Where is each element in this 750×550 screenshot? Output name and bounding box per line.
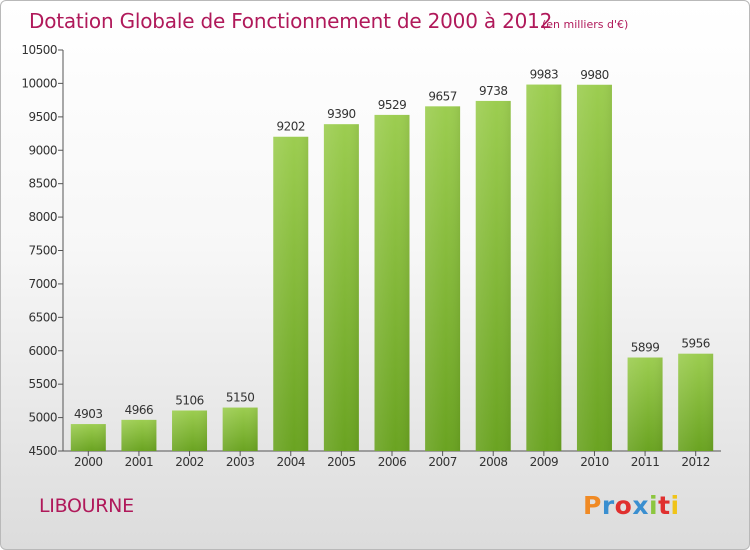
value-label-2006: 9529 [378, 98, 407, 112]
y-tick-label: 8000 [28, 210, 57, 224]
value-label-2001: 4966 [125, 403, 154, 417]
value-label-2012: 5956 [681, 337, 710, 351]
x-tick-label: 2010 [580, 455, 609, 469]
y-tick-label: 9000 [28, 143, 57, 157]
value-label-2004: 9202 [276, 120, 305, 134]
y-tick-label: 4500 [28, 444, 57, 458]
y-tick-label: 6000 [28, 344, 57, 358]
y-tick-label: 9500 [28, 110, 57, 124]
value-label-2009: 9983 [530, 68, 559, 82]
y-tick-label: 5000 [28, 411, 57, 425]
bar-shade-2012 [678, 353, 714, 451]
bar-shade-2005 [323, 124, 359, 451]
bar-shade-2003 [222, 407, 258, 451]
logo-letter: x [632, 491, 649, 520]
value-label-2003: 5150 [226, 391, 255, 405]
chart-title: Dotation Globale de Fonctionnement de 20… [29, 9, 553, 33]
logo-letter: i [649, 491, 659, 520]
x-tick-label: 2012 [681, 455, 710, 469]
bar-shade-2010 [576, 84, 612, 452]
value-label-2000: 4903 [74, 407, 103, 421]
bar-shade-2007 [425, 106, 461, 451]
bar-shade-2006 [374, 114, 410, 451]
logo-letter: P [583, 491, 602, 520]
x-tick-label: 2005 [327, 455, 356, 469]
bar-shade-2001 [121, 419, 157, 451]
y-tick-label: 10500 [21, 43, 57, 57]
value-label-2005: 9390 [327, 107, 356, 121]
logo-letter: i [670, 491, 680, 520]
bars [70, 84, 714, 452]
value-label-2002: 5106 [175, 393, 204, 407]
y-tick-label: 7000 [28, 277, 57, 291]
bar-shade-2004 [273, 136, 309, 451]
bar-shade-2009 [526, 84, 562, 452]
x-tick-label: 2006 [378, 455, 407, 469]
commune-name: LIBOURNE [39, 495, 134, 517]
bar-shade-2008 [475, 100, 511, 451]
value-label-2011: 5899 [631, 341, 660, 355]
x-axis: 2000 2001 2002 2003 2004 2005 2006 2007 2008 2009… [63, 450, 721, 469]
y-tick-label: 6500 [28, 310, 57, 324]
value-label-2007: 9657 [428, 89, 457, 103]
value-labels: 4903 4966 5106 5150 9202 9390 9529 9657 9738 9983… [74, 68, 710, 422]
x-tick-label: 2001 [125, 455, 154, 469]
x-tick-label: 2011 [631, 455, 660, 469]
value-label-2008: 9738 [479, 84, 508, 98]
x-tick-label: 2002 [175, 455, 204, 469]
bar-shade-2002 [172, 410, 208, 451]
y-tick-label: 7500 [28, 244, 57, 258]
bar-shade-2000 [70, 424, 106, 451]
y-tick-label: 10000 [21, 76, 57, 90]
x-tick-label: 2009 [530, 455, 559, 469]
logo-letter: o [614, 491, 633, 520]
y-tick-label: 8500 [28, 177, 57, 191]
y-axis: 4500 5000 5500 6000 6500 7000 7500 8000 8500 9000… [21, 43, 64, 458]
x-tick-label: 2003 [226, 455, 255, 469]
y-tick-label: 5500 [28, 377, 57, 391]
logo-letter: t [658, 491, 671, 520]
bar-shade-2011 [627, 357, 663, 451]
x-tick-label: 2000 [74, 455, 103, 469]
chart-subtitle: (en milliers d'€) [542, 18, 629, 31]
value-label-2010: 9980 [580, 68, 609, 82]
x-tick-label: 2007 [428, 455, 457, 469]
x-tick-label: 2004 [276, 455, 305, 469]
x-tick-label: 2008 [479, 455, 508, 469]
proxiti-logo: Proxiti [583, 491, 680, 520]
logo-letter: r [601, 491, 615, 520]
